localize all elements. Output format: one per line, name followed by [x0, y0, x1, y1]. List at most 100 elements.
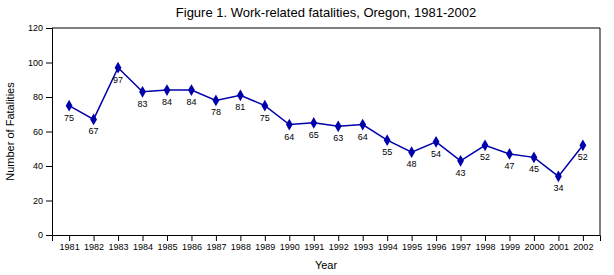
line [69, 68, 583, 177]
tick-mark [338, 235, 339, 241]
x-axis: 1981198219831984198519861987198819891990… [53, 235, 601, 252]
tick-mark [216, 235, 217, 241]
point [335, 120, 342, 132]
tick: 1987 [206, 235, 226, 252]
tick-label: 1981 [60, 242, 80, 252]
tick-label: 1987 [206, 242, 226, 252]
tick-mark [412, 235, 413, 241]
tick-mark [265, 235, 266, 241]
tick: 1990 [280, 235, 300, 252]
data-label: 54 [431, 149, 441, 159]
data-label: 67 [89, 126, 99, 136]
tick: 1997 [451, 235, 471, 252]
tick: 1994 [378, 235, 398, 252]
data-label: 64 [358, 132, 368, 142]
tick-mark [46, 166, 52, 167]
tick: 20 [33, 196, 52, 206]
data-label: 83 [138, 99, 148, 109]
tick-mark [46, 97, 52, 98]
point [531, 151, 538, 163]
tick: 1985 [157, 235, 177, 252]
title: Figure 1. Work-related fatalities, Orego… [176, 5, 476, 20]
tick-label: 80 [33, 92, 43, 102]
point [164, 84, 171, 96]
data-labels: 7567978384847881756465636455485443524745… [64, 75, 588, 194]
tick: 1984 [133, 235, 153, 252]
point [66, 100, 73, 112]
tick-mark [167, 235, 168, 241]
tick: 0 [38, 230, 52, 240]
point [139, 86, 146, 98]
tick-label: 20 [33, 196, 43, 206]
tick: 120 [28, 23, 52, 33]
point [482, 139, 489, 151]
tick-mark [240, 235, 241, 241]
tick-label: 1997 [451, 242, 471, 252]
tick-label: 1988 [231, 242, 251, 252]
tick: 1988 [231, 235, 251, 252]
tick: 40 [33, 161, 52, 171]
data-label: 78 [211, 107, 221, 117]
point [457, 155, 464, 167]
point [213, 95, 220, 107]
point [286, 119, 293, 131]
tick-label: 1985 [157, 242, 177, 252]
tick-mark [583, 235, 584, 241]
marks [66, 62, 587, 182]
tick: 1989 [255, 235, 275, 252]
tick: 1981 [60, 235, 80, 252]
data-label: 55 [382, 147, 392, 157]
point [115, 62, 122, 74]
tick-mark [534, 235, 535, 241]
tick-label: 100 [28, 58, 43, 68]
tick-mark [46, 63, 52, 64]
chart: 1981198219831984198519861987198819891990… [0, 0, 614, 275]
tick-label: 40 [33, 161, 43, 171]
tick-label: 1989 [255, 242, 275, 252]
axis-line [46, 29, 53, 236]
tick-mark [436, 235, 437, 241]
data-label: 81 [235, 102, 245, 112]
tick-mark [387, 235, 388, 241]
data-label: 75 [64, 113, 74, 123]
data-label: 65 [309, 130, 319, 140]
frame [600, 28, 601, 235]
point [433, 136, 440, 148]
tick: 1986 [182, 235, 202, 252]
point [555, 170, 562, 182]
tick-label: 1983 [109, 242, 129, 252]
tick: 1996 [427, 235, 447, 252]
tick-label: 0 [38, 230, 43, 240]
tick-mark [143, 235, 144, 241]
tick-mark [46, 201, 52, 202]
data-label: 45 [529, 164, 539, 174]
tick-mark [46, 28, 52, 29]
data-label: 34 [553, 183, 563, 193]
data-label: 75 [260, 113, 270, 123]
tick-label: 2002 [573, 242, 593, 252]
data-label: 48 [407, 159, 417, 169]
x-axis-title: Year [315, 259, 338, 271]
point [90, 114, 97, 126]
tick: 1992 [329, 235, 349, 252]
tick-label: 1993 [353, 242, 373, 252]
tick-mark [485, 235, 486, 241]
point [506, 148, 513, 160]
tick-label: 1992 [329, 242, 349, 252]
tick-label: 1994 [378, 242, 398, 252]
tick-label: 1998 [476, 242, 496, 252]
point [384, 134, 391, 146]
data-label: 84 [162, 97, 172, 107]
tick: 2001 [549, 235, 569, 252]
tick-label: 2001 [549, 242, 569, 252]
tick: 100 [28, 58, 52, 68]
tick-mark [509, 235, 510, 241]
data-label: 64 [284, 132, 294, 142]
tick-label: 1995 [402, 242, 422, 252]
tick: 1999 [500, 235, 520, 252]
tick: 1995 [402, 235, 422, 252]
tick: 2002 [573, 235, 593, 252]
data-label: 63 [333, 133, 343, 143]
plot: 1981198219831984198519861987198819891990… [28, 23, 601, 252]
tick-mark [558, 235, 559, 241]
